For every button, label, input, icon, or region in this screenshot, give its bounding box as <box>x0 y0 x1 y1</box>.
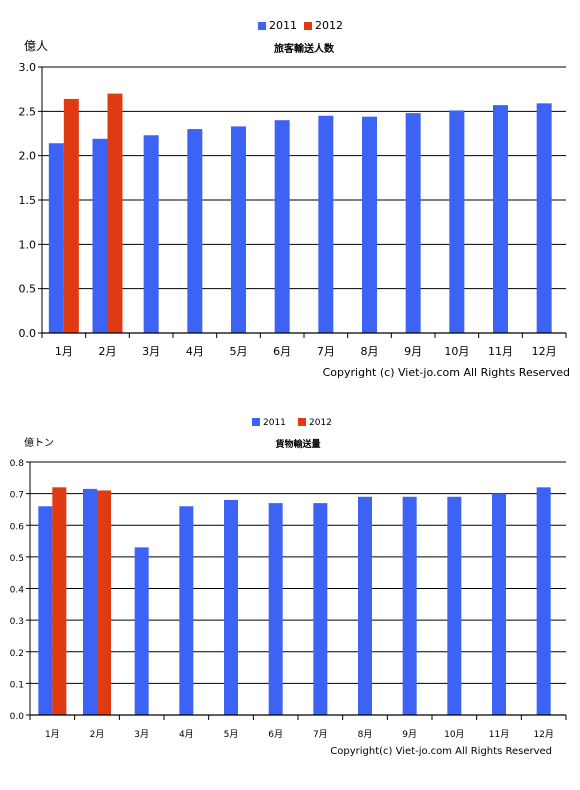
bar-2011-7月 <box>313 503 328 715</box>
bar-2011-2月 <box>83 488 97 715</box>
x-tick-label: 6月 <box>273 345 291 358</box>
legend-swatch-2012 <box>304 22 312 30</box>
bar-2011-6月 <box>268 503 283 715</box>
bar-2011-6月 <box>274 120 290 333</box>
x-tick-label: 5月 <box>224 729 239 740</box>
x-tick-label: 1月 <box>55 345 73 358</box>
x-tick-label: 1月 <box>45 729 60 740</box>
x-tick-label: 8月 <box>361 345 379 358</box>
bar-2011-3月 <box>134 547 149 715</box>
bar-2011-5月 <box>224 499 238 715</box>
y-tick-label: 0.8 <box>10 459 25 469</box>
bar-2011-12月 <box>536 103 552 333</box>
legend-swatch-2011 <box>252 418 260 426</box>
x-tick-label: 9月 <box>402 729 417 740</box>
x-tick-label: 4月 <box>186 345 204 358</box>
y-axis-label: 億人 <box>24 39 48 53</box>
y-tick-label: 1.0 <box>19 238 37 251</box>
legend-swatch-2012 <box>298 418 306 426</box>
y-tick-label: 0.2 <box>10 649 24 659</box>
x-tick-label: 7月 <box>313 729 328 740</box>
legend-label-2012: 2012 <box>309 418 332 428</box>
bar-2011-2月 <box>92 138 108 333</box>
x-tick-label: 2月 <box>99 345 117 358</box>
x-tick-label: 11月 <box>489 729 509 740</box>
y-tick-label: 0.4 <box>10 586 25 596</box>
y-tick-label: 2.5 <box>19 105 37 118</box>
y-tick-label: 3.0 <box>19 61 37 74</box>
bar-2011-11月 <box>492 493 506 715</box>
y-tick-label: 0.0 <box>10 712 25 722</box>
y-tick-label: 0.3 <box>10 617 24 627</box>
chart-title: 旅客輸送人数 <box>274 42 335 55</box>
y-tick-label: 0.1 <box>10 680 24 690</box>
bar-2011-9月 <box>402 496 417 715</box>
y-tick-label: 1.5 <box>19 194 37 207</box>
bar-2012-2月 <box>107 93 123 333</box>
bar-2011-10月 <box>449 110 465 334</box>
bar-2011-1月 <box>48 143 64 333</box>
x-tick-label: 7月 <box>317 345 335 358</box>
bar-2011-1月 <box>38 506 53 715</box>
bar-2011-12月 <box>536 487 551 715</box>
chart-1: 2011 2012 旅客輸送人数 億人 0.0 0.5 1.0 1.5 2.0 2.5 3.0 1月 2… <box>19 19 571 379</box>
x-tick-label: 11月 <box>488 345 513 358</box>
bar-2011-4月 <box>179 506 194 715</box>
y-tick-label: 0.0 <box>19 327 37 340</box>
legend: 2011 2012 <box>252 418 332 428</box>
legend-label-2012: 2012 <box>315 19 343 32</box>
x-tick-label: 10月 <box>444 729 464 740</box>
bar-2012-2月 <box>97 490 111 715</box>
y-axis-label: 億トン <box>24 436 54 449</box>
bar-2011-5月 <box>231 126 246 333</box>
copyright-text: Copyright (c) Viet-jo.com All Rights Res… <box>323 366 570 379</box>
chart-title: 貨物輸送量 <box>275 438 320 450</box>
bar-2011-9月 <box>405 113 421 334</box>
x-tick-label: 2月 <box>90 729 105 740</box>
bar-2011-4月 <box>187 129 203 333</box>
x-tick-label: 8月 <box>358 729 373 740</box>
bar-2011-11月 <box>493 105 508 333</box>
bar-2012-1月 <box>52 487 67 715</box>
x-tick-label: 5月 <box>230 345 248 358</box>
y-tick-label: 0.6 <box>10 522 25 532</box>
chart-2: 2011 2012 貨物輸送量 億トン 0.0 0.1 0.2 0.3 0.4 0.5 0.6 0.7… <box>10 418 567 757</box>
legend-label-2011: 2011 <box>263 418 286 428</box>
x-tick-label: 3月 <box>142 345 160 358</box>
x-tick-label: 10月 <box>444 345 469 358</box>
bar-2011-10月 <box>447 496 462 715</box>
y-tick-label: 0.5 <box>10 554 24 564</box>
bar-2011-7月 <box>318 115 334 334</box>
y-tick-label: 0.5 <box>19 283 37 296</box>
bar-2011-3月 <box>143 135 159 333</box>
copyright-text: Copyright(c) Viet-jo.com All Rights Rese… <box>330 746 552 757</box>
x-tick-label: 6月 <box>268 729 283 740</box>
legend-swatch-2011 <box>258 22 266 30</box>
bar-2012-1月 <box>63 98 79 333</box>
x-tick-label: 12月 <box>532 345 557 358</box>
x-tick-label: 12月 <box>533 729 553 740</box>
bar-2011-8月 <box>362 116 377 333</box>
x-tick-label: 9月 <box>404 345 422 358</box>
y-tick-label: 2.0 <box>19 150 37 163</box>
legend-label-2011: 2011 <box>269 19 297 32</box>
legend: 2011 2012 <box>258 19 343 32</box>
y-tick-label: 0.7 <box>10 491 24 501</box>
bar-2011-8月 <box>358 496 372 715</box>
x-tick-label: 3月 <box>134 729 149 740</box>
x-tick-label: 4月 <box>179 729 194 740</box>
